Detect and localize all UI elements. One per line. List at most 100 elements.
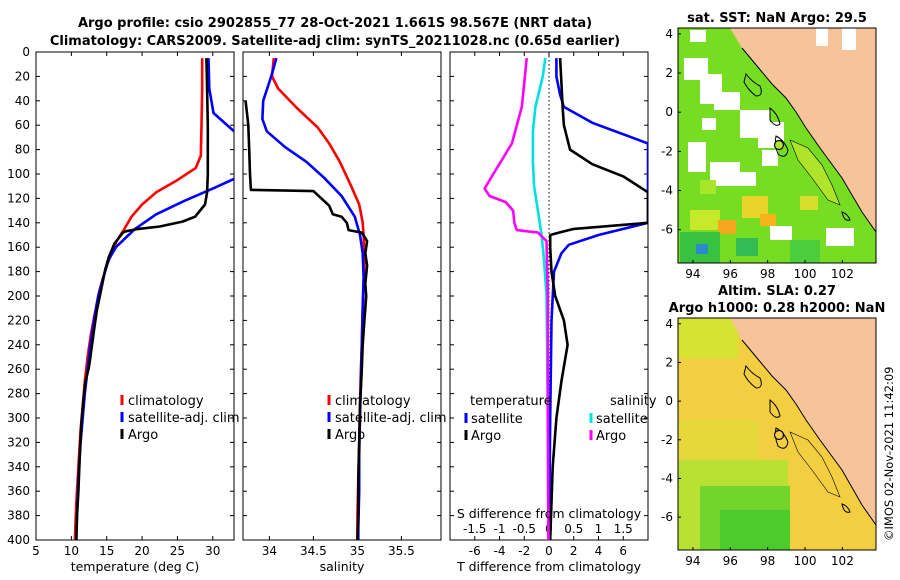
sst-map-cloud-gaps: [684, 28, 856, 246]
y-tick-label: 40: [15, 94, 30, 108]
header-line-2: Climatology: CARS2009. Satellite-adj cli…: [50, 34, 620, 49]
map-y-tick-label: -6: [661, 223, 673, 237]
x-tick-label: 6: [619, 544, 627, 558]
map-x-tick-label: 94: [685, 267, 700, 281]
sla-map-land: [730, 318, 876, 525]
legend-label: satellite: [471, 412, 523, 427]
sst-map-frame: [677, 27, 877, 264]
x2-tick-label: 1.5: [614, 522, 633, 536]
x-tick-label: 20: [134, 544, 149, 558]
y-tick-label: 360: [7, 484, 30, 498]
y-tick-label: 140: [7, 216, 30, 230]
salinity-xlabel: salinity: [320, 559, 365, 574]
x-tick-label: 30: [205, 544, 220, 558]
x-tick-label: 0: [545, 544, 553, 558]
y-tick-label: 160: [7, 240, 30, 254]
legend-label: climatology: [128, 394, 204, 409]
axes-frame: [242, 51, 442, 541]
x-tick-label: 5: [32, 544, 40, 558]
series-group: [483, 57, 648, 540]
series-line-satellite-adj-clim-lower-: [75, 177, 234, 540]
sst-map-argo-marker: [773, 139, 785, 151]
legend-label: Argo: [128, 428, 158, 443]
x-tick-label: 25: [170, 544, 185, 558]
sst-map-title: sat. SST: NaN Argo: 29.5: [687, 11, 867, 26]
y-tick-label: 320: [7, 435, 30, 449]
map-x-tick-label: 98: [760, 267, 775, 281]
axes-frame: [35, 51, 235, 541]
series-line-salinity-argo: [483, 57, 550, 540]
map-y-tick-label: 2: [665, 355, 673, 369]
legend-label: Argo: [335, 428, 365, 443]
y-tick-label: 180: [7, 265, 30, 279]
map-x-tick-label: 102: [831, 554, 854, 568]
series-line-climatology: [73, 58, 204, 540]
map-x-tick-label: 96: [723, 554, 738, 568]
x-tick-label: -2: [518, 544, 530, 558]
y-tick-label: 340: [7, 460, 30, 474]
series-group: [244, 57, 369, 540]
sla-map-title-2: Argo h1000: 0.28 h2000: NaN: [669, 301, 886, 316]
y-tick-label: 60: [15, 118, 30, 132]
map-ticks: 94 96 98 100 102 4 2 0 -2 -4 -6 94 96 98 100 102 4 2 0 -2 -4…: [661, 27, 854, 568]
x-tick-label: 2: [570, 544, 578, 558]
y-tick-label: 280: [7, 387, 30, 401]
x-tick-label: 15: [99, 544, 114, 558]
y-tick-label: 220: [7, 313, 30, 327]
x-tick-label: 34: [262, 544, 277, 558]
y-tick-label: 120: [7, 191, 30, 205]
temperature-panel: 0 20 40 60 80 100 120 140 160 180 200 220 240 260 280 3…: [7, 45, 240, 558]
x2-tick-label: 1: [595, 522, 603, 536]
difference-panel: -6-4-20246-1.5-1-0.500.511.5temperatures…: [449, 51, 657, 558]
map-y-tick-label: -4: [661, 184, 673, 198]
y-tick-label: 20: [15, 69, 30, 83]
map-x-tick-label: 94: [685, 554, 700, 568]
map-x-tick-label: 98: [760, 554, 775, 568]
series-line-argo: [75, 58, 210, 540]
imos-watermark: ©IMOS 02-Nov-2021 11:42:09: [882, 367, 896, 541]
temperature-xlabel: temperature (deg C): [71, 559, 200, 574]
x2-tick-label: -1.5: [463, 522, 486, 536]
y-tick-label: 200: [7, 289, 30, 303]
map-y-tick-label: 4: [665, 317, 673, 331]
y-tick-label: 380: [7, 509, 30, 523]
sla-map-title-1: Altim. SLA: 0.27: [718, 284, 836, 299]
series-group: [73, 58, 234, 540]
sla-map-argo-marker: [773, 429, 785, 441]
x-tick-label: -6: [469, 544, 481, 558]
series-line-climatology: [270, 57, 366, 540]
y-tick-label: 100: [7, 167, 30, 181]
legend-title-salinity: salinity: [610, 394, 657, 409]
header-line-1: Argo profile: csio 2902855_77 28-Oct-202…: [78, 16, 592, 31]
series-line-satellite-adj-clim: [207, 58, 234, 133]
series-line-satellite-adj-clim: [261, 57, 365, 540]
x-tick-label: 4: [595, 544, 603, 558]
map-x-tick-label: 100: [794, 267, 817, 281]
y-tick-label: 240: [7, 338, 30, 352]
map-y-tick-label: -2: [661, 433, 673, 447]
y-tick-label: 0: [22, 45, 30, 59]
legend-label: Argo: [596, 429, 626, 444]
sst-map-warm-patches: [680, 180, 820, 263]
y-tick-label: 260: [7, 362, 30, 376]
x-tick-label: 35: [350, 544, 365, 558]
legend-title-temperature: temperature: [470, 394, 552, 409]
difference-xlabel: T difference from climatology: [456, 559, 642, 574]
map-y-tick-label: 0: [665, 105, 673, 119]
x-tick-label: -4: [494, 544, 506, 558]
map-x-tick-label: 100: [794, 554, 817, 568]
legend-label: satellite-adj. clim: [128, 411, 240, 426]
sla-map: [678, 318, 876, 550]
map-y-tick-label: -2: [661, 144, 673, 158]
sst-map: [678, 28, 876, 263]
map-y-tick-label: 2: [665, 66, 673, 80]
sst-map-land: [730, 28, 876, 232]
x-tick-label: 34.5: [300, 544, 327, 558]
difference-xlabel-2: S difference from climatology: [457, 506, 642, 521]
x2-tick-label: 0.5: [564, 522, 583, 536]
map-y-tick-label: 4: [665, 27, 673, 41]
salinity-panel: 34 34.5 35 35.5 climatology satellite-adj. cl…: [242, 51, 447, 558]
legend-label: Argo: [471, 429, 501, 444]
x2-tick-label: -1: [494, 522, 506, 536]
series-line-temperature-satellite: [547, 58, 648, 540]
